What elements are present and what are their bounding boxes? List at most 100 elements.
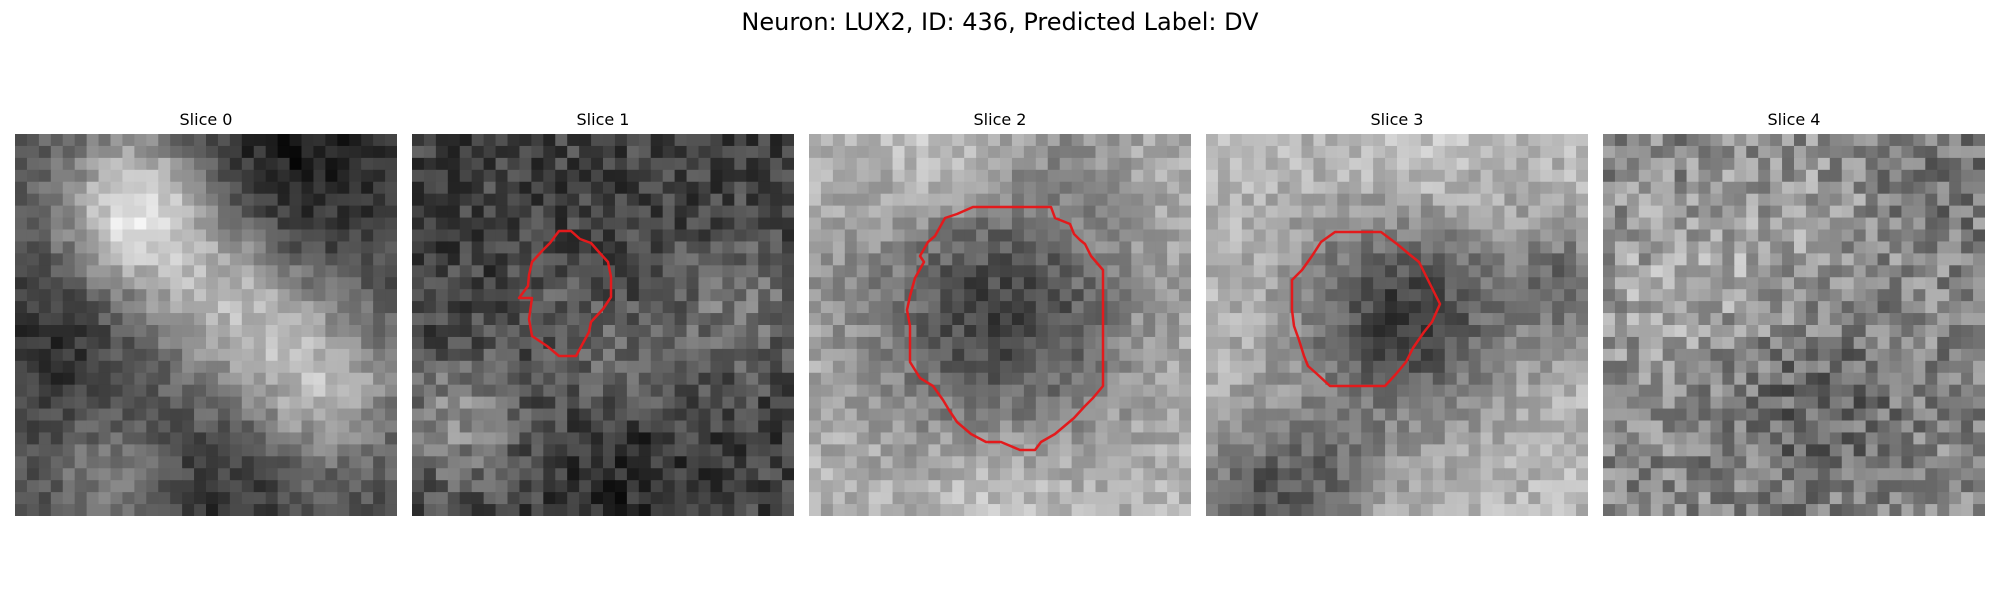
pixel bbox=[1794, 301, 1807, 314]
pixel bbox=[650, 420, 664, 433]
pixel bbox=[1650, 145, 1664, 159]
pixel bbox=[1456, 360, 1470, 374]
pixel bbox=[1095, 325, 1108, 338]
pixel bbox=[194, 229, 207, 242]
pixel bbox=[626, 301, 640, 314]
pixel bbox=[1337, 372, 1350, 386]
pixel bbox=[1313, 480, 1326, 493]
pixel bbox=[698, 193, 711, 207]
pixel bbox=[1516, 408, 1529, 421]
pixel bbox=[1528, 372, 1541, 386]
pixel bbox=[674, 157, 688, 171]
pixel bbox=[710, 504, 723, 516]
pixel bbox=[758, 408, 771, 421]
pixel bbox=[1576, 241, 1588, 254]
pixel bbox=[1734, 396, 1747, 410]
pixel bbox=[15, 348, 28, 362]
pixel bbox=[1301, 444, 1314, 457]
pixel bbox=[674, 336, 688, 350]
pixel bbox=[868, 480, 882, 493]
pixel bbox=[928, 360, 941, 374]
pixel bbox=[1468, 480, 1482, 493]
pixel bbox=[1674, 289, 1688, 302]
pixel bbox=[758, 193, 771, 207]
pixel bbox=[519, 241, 532, 254]
pixel bbox=[809, 396, 822, 410]
pixel bbox=[868, 336, 882, 350]
pixel bbox=[1746, 420, 1759, 433]
pixel bbox=[614, 492, 628, 505]
pixel bbox=[38, 504, 52, 516]
pixel bbox=[1973, 444, 1985, 457]
pixel bbox=[832, 134, 846, 147]
pixel bbox=[1325, 325, 1338, 338]
pixel bbox=[1420, 396, 1434, 410]
pixel bbox=[325, 420, 338, 433]
pixel bbox=[1564, 134, 1577, 147]
pixel bbox=[1241, 229, 1255, 242]
pixel bbox=[1552, 145, 1565, 159]
pixel bbox=[1468, 229, 1482, 242]
pixel bbox=[289, 157, 302, 171]
pixel bbox=[940, 384, 953, 398]
pixel bbox=[820, 145, 834, 159]
pixel bbox=[1420, 253, 1434, 266]
pixel bbox=[471, 181, 485, 195]
pixel bbox=[337, 372, 350, 386]
pixel bbox=[182, 372, 195, 386]
pixel bbox=[1397, 336, 1410, 350]
pixel bbox=[1253, 396, 1267, 410]
pixel bbox=[289, 504, 302, 516]
pixel bbox=[1937, 360, 1950, 374]
pixel bbox=[638, 420, 652, 433]
pixel bbox=[1131, 313, 1144, 326]
pixel bbox=[170, 396, 183, 410]
pixel bbox=[1805, 134, 1819, 147]
pixel bbox=[1131, 456, 1144, 469]
pixel bbox=[1349, 420, 1362, 433]
pixel bbox=[1325, 289, 1338, 302]
pixel bbox=[1480, 313, 1493, 326]
pixel bbox=[412, 480, 425, 493]
pixel bbox=[1722, 169, 1735, 183]
pixel bbox=[182, 253, 195, 266]
pixel bbox=[626, 432, 640, 445]
pixel bbox=[1540, 229, 1553, 242]
pixel bbox=[1253, 444, 1267, 457]
pixel bbox=[1516, 396, 1529, 410]
pixel bbox=[412, 384, 425, 398]
pixel bbox=[241, 253, 255, 266]
pixel bbox=[435, 169, 449, 183]
pixel bbox=[1179, 336, 1191, 350]
pixel bbox=[1023, 181, 1037, 195]
pixel bbox=[483, 492, 497, 505]
pixel bbox=[1325, 157, 1338, 171]
pixel bbox=[1758, 444, 1771, 457]
pixel bbox=[86, 193, 100, 207]
pixel bbox=[313, 336, 326, 350]
pixel bbox=[674, 205, 688, 219]
pixel bbox=[674, 408, 688, 421]
pixel bbox=[734, 217, 747, 230]
pixel bbox=[820, 277, 834, 290]
pixel bbox=[122, 348, 135, 362]
pixel bbox=[265, 145, 279, 159]
pixel bbox=[1877, 145, 1890, 159]
pixel bbox=[892, 336, 905, 350]
pixel bbox=[1853, 313, 1867, 326]
pixel bbox=[122, 420, 135, 433]
pixel bbox=[385, 480, 397, 493]
pixel bbox=[579, 134, 592, 147]
pixel bbox=[1143, 277, 1156, 290]
pixel bbox=[1107, 313, 1120, 326]
pixel bbox=[1674, 456, 1688, 469]
pixel bbox=[385, 336, 397, 350]
pixel bbox=[1841, 360, 1855, 374]
pixel bbox=[26, 241, 40, 254]
pixel bbox=[50, 301, 64, 314]
pixel bbox=[880, 217, 894, 230]
pixel bbox=[265, 420, 279, 433]
pixel bbox=[1023, 372, 1037, 386]
pixel bbox=[844, 241, 858, 254]
pixel bbox=[483, 134, 497, 147]
